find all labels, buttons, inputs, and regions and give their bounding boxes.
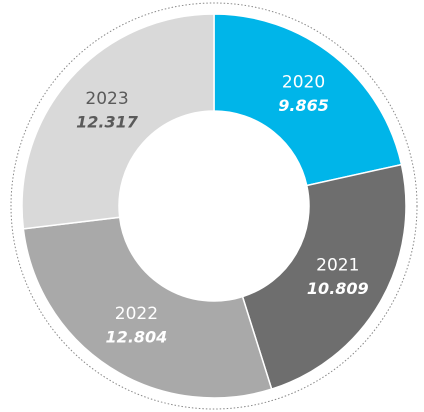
segment-category-label: 2020 xyxy=(282,73,325,93)
outline xyxy=(10,2,418,410)
donut-segment xyxy=(21,13,215,230)
segment-category-label: 2023 xyxy=(85,89,128,109)
donut-segment xyxy=(241,163,407,391)
segment-value-label: 12.804 xyxy=(106,328,168,347)
segment-category-label: 2021 xyxy=(316,256,359,276)
donut-segment xyxy=(22,216,273,399)
segment-value-label: 10.809 xyxy=(307,279,369,298)
segment-value-label: 9.865 xyxy=(278,96,329,115)
donut-segment xyxy=(213,13,403,187)
segment-value-label: 12.317 xyxy=(76,113,139,132)
segment-category-label: 2022 xyxy=(115,304,158,324)
